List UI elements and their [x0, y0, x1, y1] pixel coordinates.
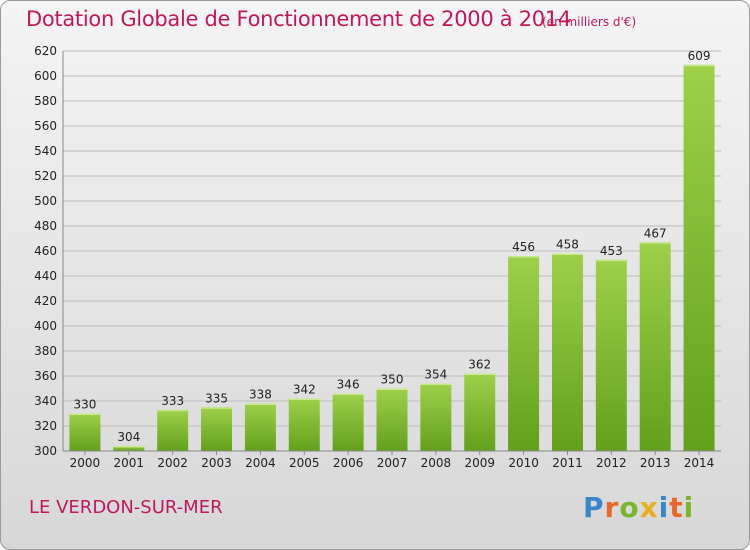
bar: [639, 242, 671, 451]
bar-highlight: [69, 413, 101, 415]
y-tick-label: 480: [34, 219, 57, 233]
x-tick-label: 2003: [201, 456, 232, 470]
x-tick-label: 2006: [333, 456, 364, 470]
y-tick-label: 320: [34, 419, 57, 433]
bar: [420, 383, 452, 451]
bar-highlight: [420, 383, 452, 385]
bar-highlight: [201, 407, 233, 409]
bar-highlight: [639, 242, 671, 244]
y-tick-label: 440: [34, 269, 57, 283]
y-tick-label: 360: [34, 369, 57, 383]
bar-value-label: 609: [688, 49, 711, 63]
bar-highlight: [464, 373, 496, 375]
bar: [113, 446, 145, 451]
bar-value-label: 335: [205, 391, 228, 405]
y-tick-label: 620: [34, 44, 57, 58]
bar-value-label: 458: [556, 238, 579, 252]
y-tick-label: 540: [34, 144, 57, 158]
bar: [288, 398, 320, 451]
bar: [508, 256, 540, 451]
bar: [69, 413, 101, 451]
bar-highlight: [244, 403, 276, 405]
bar-value-label: 338: [249, 388, 272, 402]
x-tick-label: 2002: [157, 456, 188, 470]
bar-value-label: 354: [424, 368, 447, 382]
bar: [551, 253, 583, 451]
bar-value-label: 350: [381, 373, 404, 387]
x-tick-label: 2013: [640, 456, 671, 470]
bar: [201, 407, 233, 451]
bar-highlight: [551, 253, 583, 255]
y-tick-label: 300: [34, 444, 57, 458]
bar: [332, 393, 364, 451]
bar-value-label: 333: [161, 394, 184, 408]
bar: [376, 388, 408, 451]
y-tick-label: 460: [34, 244, 57, 258]
bar-value-label: 467: [644, 226, 667, 240]
y-tick-label: 520: [34, 169, 57, 183]
bar: [595, 259, 627, 451]
x-tick-label: 2009: [464, 456, 495, 470]
y-tick-label: 600: [34, 69, 57, 83]
bar: [244, 403, 276, 451]
x-tick-label: 2005: [289, 456, 320, 470]
bar-value-label: 453: [600, 244, 623, 258]
chart-title: Dotation Globale de Fonctionnement de 20…: [26, 7, 571, 31]
x-tick-label: 2010: [508, 456, 539, 470]
x-tick-label: 2004: [245, 456, 276, 470]
bar-value-label: 330: [73, 398, 96, 412]
x-tick-label: 2000: [70, 456, 101, 470]
bar-highlight: [288, 398, 320, 400]
x-tick-label: 2012: [596, 456, 627, 470]
bar-value-label: 304: [117, 430, 140, 444]
bar: [683, 64, 715, 451]
chart-unit: (en milliers d'€): [542, 15, 637, 29]
x-tick-label: 2014: [684, 456, 715, 470]
bar: [464, 373, 496, 451]
x-tick-label: 2011: [552, 456, 583, 470]
commune-name: LE VERDON-SUR-MER: [29, 497, 223, 518]
x-tick-label: 2007: [377, 456, 408, 470]
y-tick-label: 340: [34, 394, 57, 408]
proxiti-logo: Proxiti: [583, 491, 695, 524]
bar-highlight: [508, 256, 540, 258]
bar-value-label: 362: [468, 358, 491, 372]
bar-value-label: 346: [337, 378, 360, 392]
x-tick-label: 2008: [421, 456, 452, 470]
bar-highlight: [332, 393, 364, 395]
bar-value-label: 456: [512, 240, 535, 254]
bar: [157, 409, 189, 451]
x-tick-label: 2001: [114, 456, 145, 470]
y-tick-label: 380: [34, 344, 57, 358]
bar-highlight: [683, 64, 715, 67]
bar-highlight: [376, 388, 408, 390]
y-tick-label: 580: [34, 94, 57, 108]
y-tick-label: 400: [34, 319, 57, 333]
bar-highlight: [113, 446, 145, 448]
y-tick-label: 560: [34, 119, 57, 133]
bar-highlight: [595, 259, 627, 262]
y-tick-label: 420: [34, 294, 57, 308]
bar-value-label: 342: [293, 383, 316, 397]
bar-highlight: [157, 409, 189, 412]
y-tick-label: 500: [34, 194, 57, 208]
